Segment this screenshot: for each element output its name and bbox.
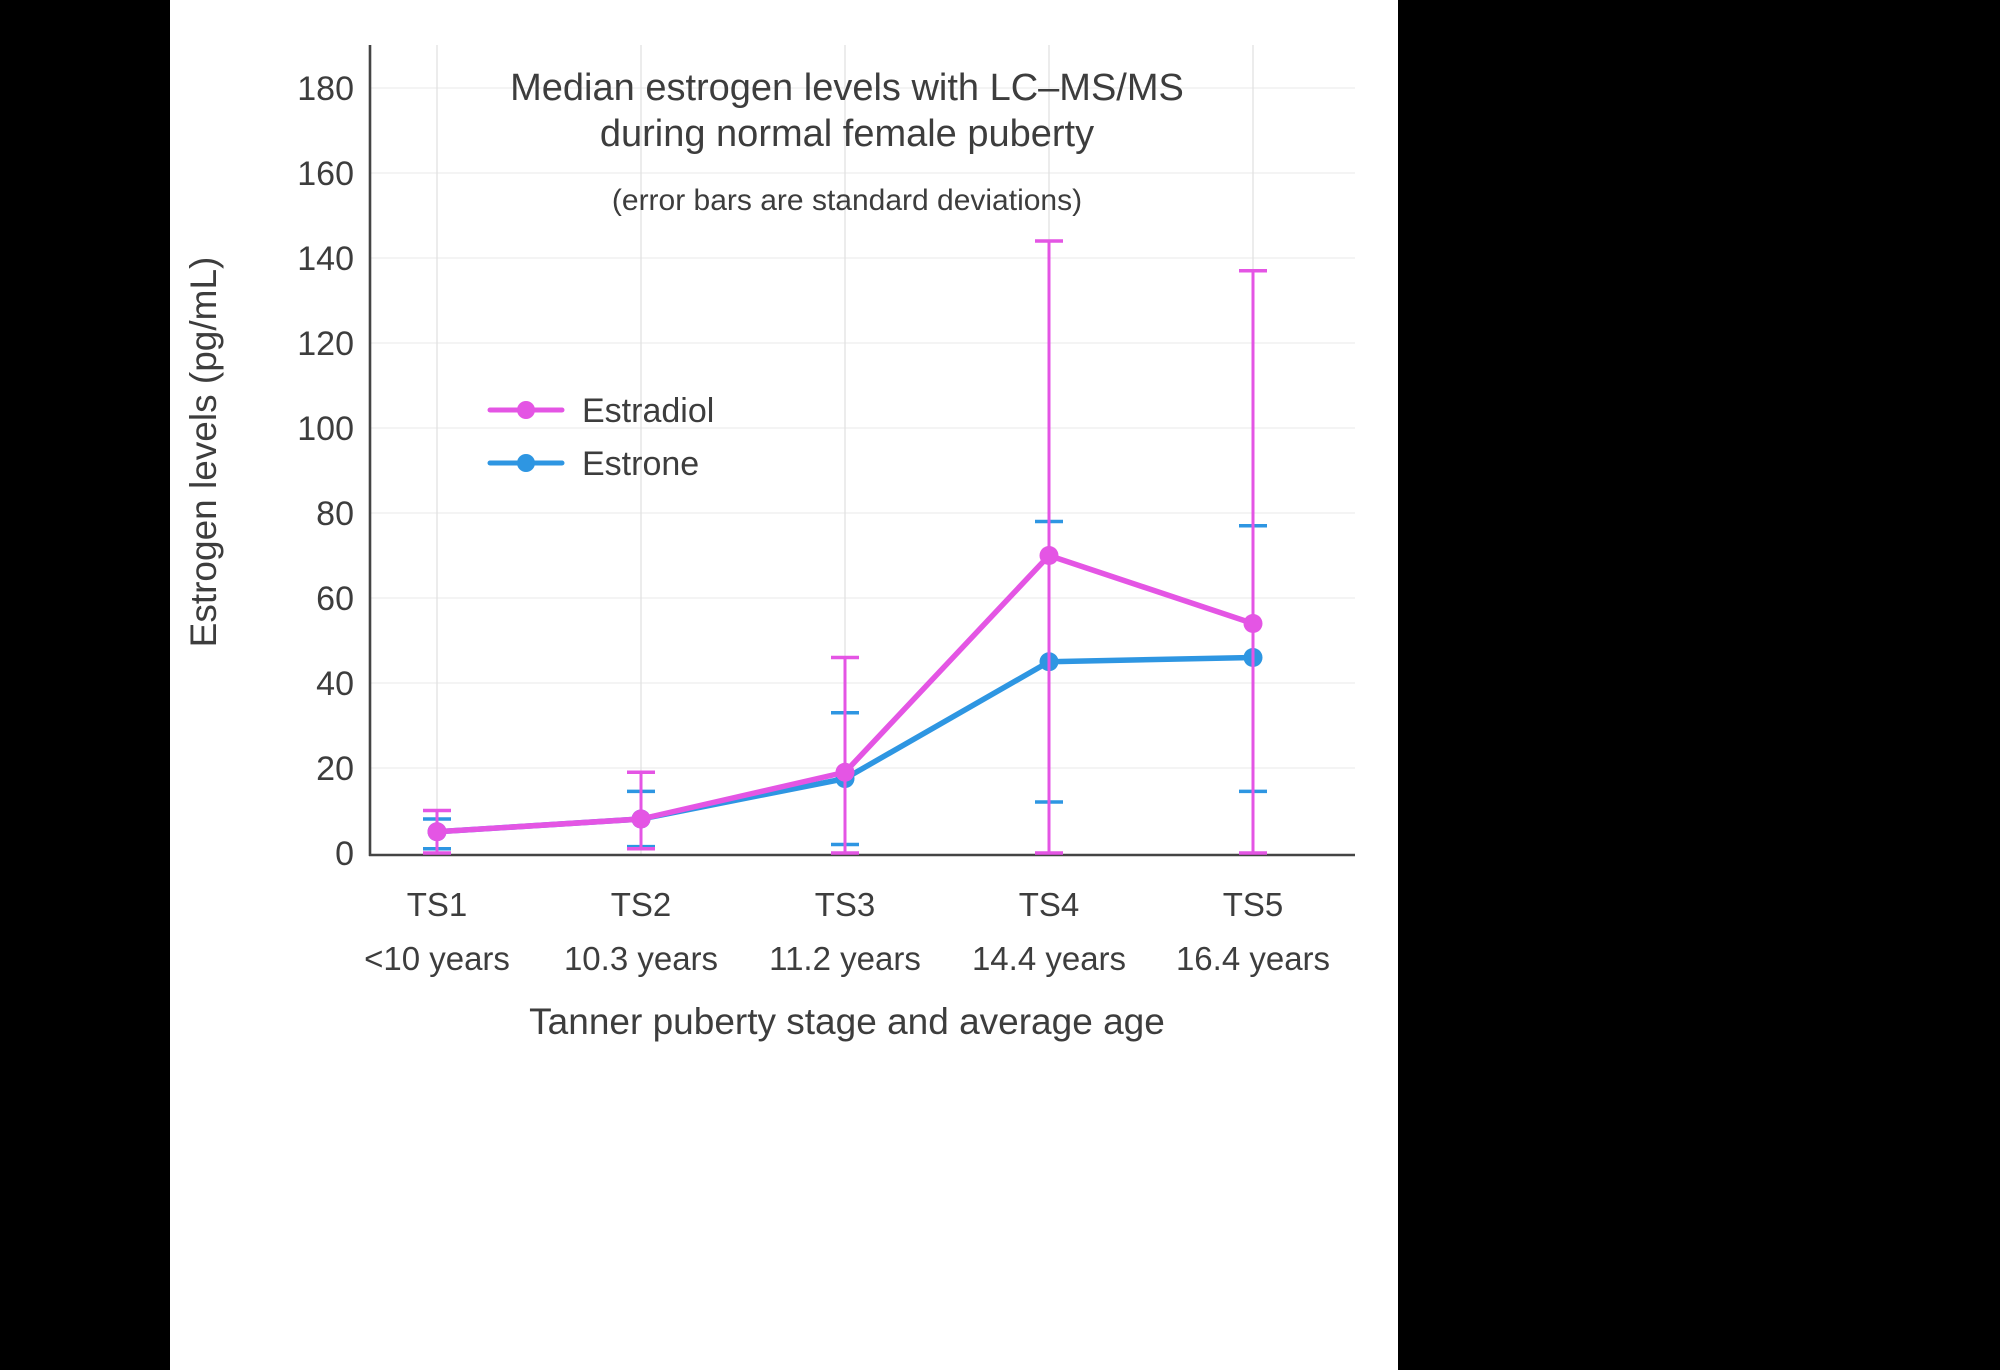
legend-marker-estradiol [517, 401, 535, 419]
chart-subtitle: (error bars are standard deviations) [612, 184, 1082, 217]
y-tick-label: 180 [297, 70, 354, 108]
y-tick-label: 80 [316, 495, 354, 533]
chart-title-line-2: during normal female puberty [600, 113, 1094, 155]
x-tick-stage-label: TS1 [407, 886, 468, 923]
legend-marker-estrone [517, 454, 535, 472]
data-point-estradiol [835, 762, 855, 782]
y-tick-label: 40 [316, 665, 354, 703]
data-point-estradiol [631, 809, 651, 829]
y-tick-label: 140 [297, 240, 354, 278]
x-tick-age-label: 16.4 years [1176, 940, 1330, 977]
letterbox-right [1398, 0, 2000, 1370]
y-tick-label: 160 [297, 155, 354, 193]
legend-label-estrone: Estrone [582, 445, 699, 483]
y-tick-label: 120 [297, 325, 354, 363]
chart-panel: 0 20 40 60 80 100 120 140 160 180 TS1 <10 years TS2 1… [170, 0, 1398, 1370]
x-tick-stage-label: TS5 [1223, 886, 1284, 923]
x-tick-stage-label: TS2 [611, 886, 672, 923]
data-point-estradiol [1039, 546, 1059, 565]
data-point-estradiol [427, 822, 447, 842]
x-tick-age-label: 10.3 years [564, 940, 718, 977]
letterbox-left [0, 0, 170, 1370]
x-tick-age-label: 14.4 years [972, 940, 1126, 977]
y-axis-title: Estrogen levels (pg/mL) [183, 257, 224, 648]
x-tick-stage-label: TS4 [1019, 886, 1080, 923]
y-tick-label: 0 [335, 835, 354, 873]
y-tick-label: 20 [316, 750, 354, 788]
legend-label-estradiol: Estradiol [582, 392, 714, 430]
y-tick-label: 60 [316, 580, 354, 618]
x-tick-stage-label: TS3 [815, 886, 876, 923]
estrogen-levels-chart: 0 20 40 60 80 100 120 140 160 180 TS1 <10 years TS2 1… [183, 45, 1355, 1042]
x-tick-age-label: 11.2 years [769, 940, 921, 977]
x-tick-age-label: <10 years [364, 940, 510, 977]
data-point-estradiol [1243, 614, 1263, 633]
x-axis-title: Tanner puberty stage and average age [529, 1001, 1165, 1042]
y-tick-label: 100 [297, 410, 354, 448]
chart-title-line-1: Median estrogen levels with LC–MS/MS [510, 67, 1184, 109]
